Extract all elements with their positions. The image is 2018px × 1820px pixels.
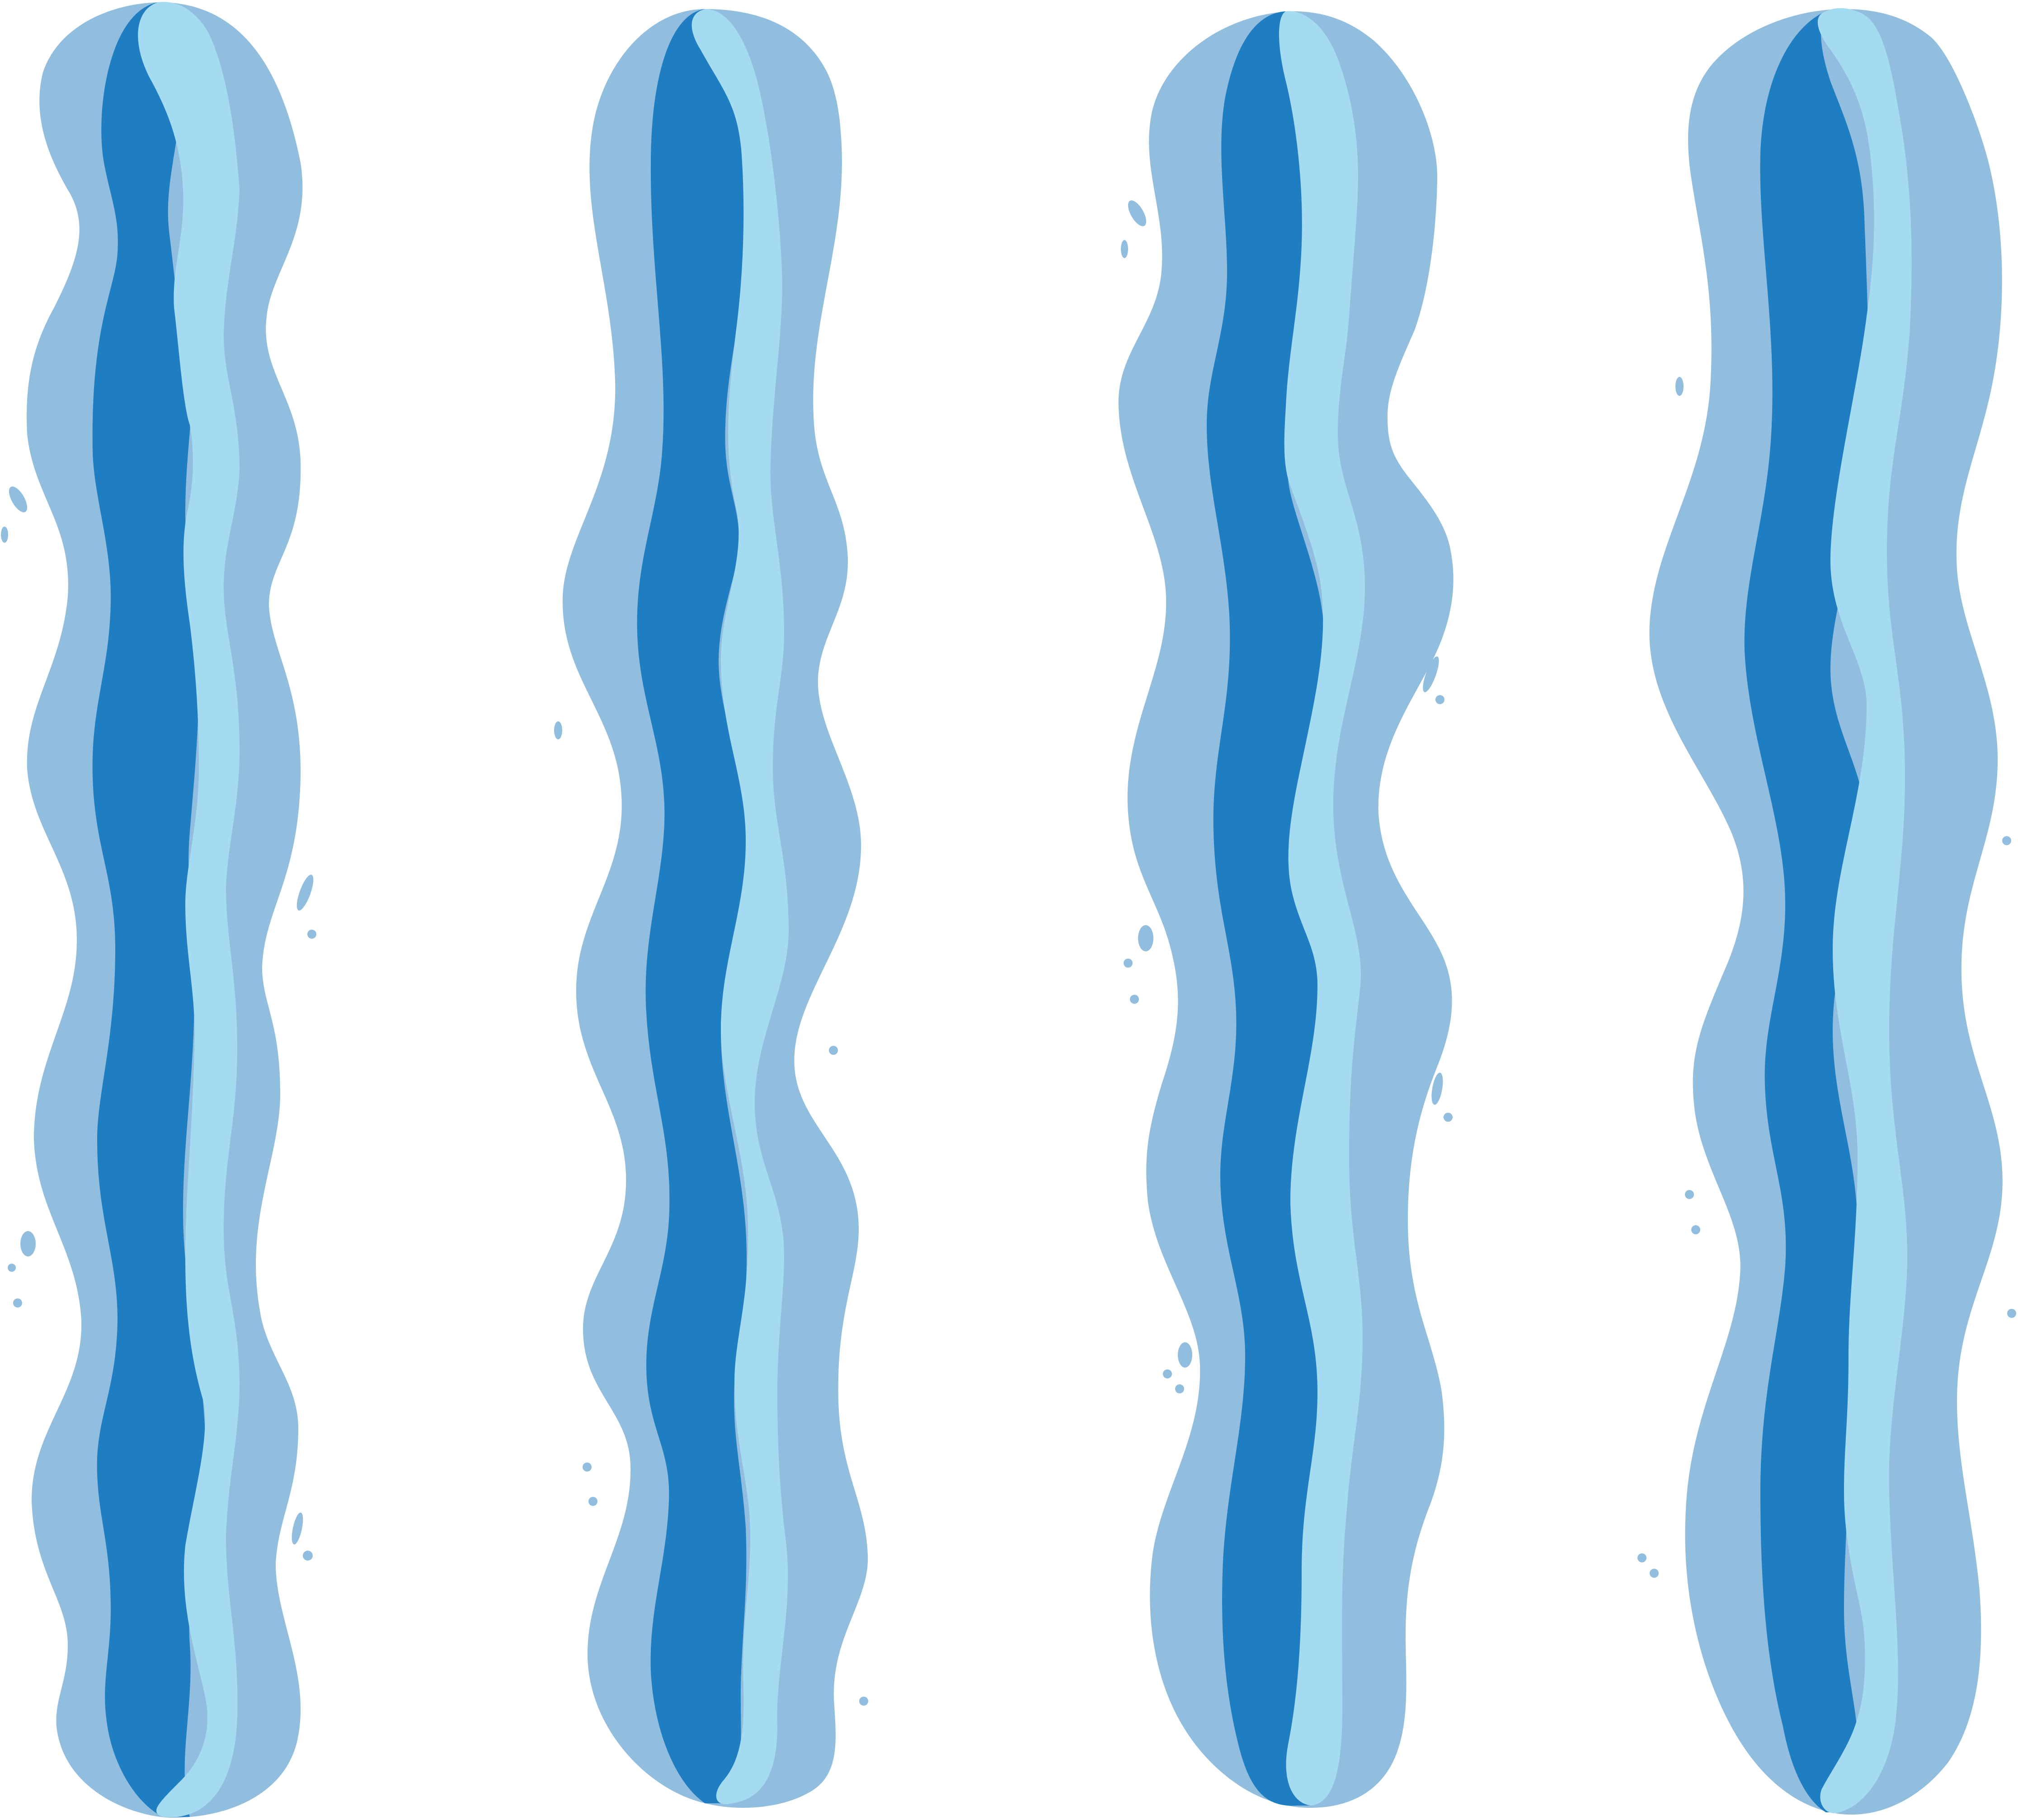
water-droplet-icon bbox=[1138, 925, 1153, 951]
water-droplet-icon bbox=[1130, 995, 1139, 1004]
water-droplet-icon bbox=[1675, 377, 1684, 396]
water-droplet-icon bbox=[829, 1046, 838, 1055]
water-droplet-icon bbox=[1691, 1225, 1700, 1234]
water-stream-icon bbox=[1649, 8, 2003, 1815]
stream-highlight-layer bbox=[691, 9, 789, 1804]
water-droplet-icon bbox=[859, 1697, 868, 1706]
water-droplet-icon bbox=[1128, 200, 1147, 226]
water-droplet-icon bbox=[1650, 1569, 1659, 1578]
water-droplet-icon bbox=[554, 721, 562, 739]
water-droplet-icon bbox=[1637, 1553, 1646, 1562]
water-stream-icon bbox=[562, 9, 868, 1808]
water-droplet-icon bbox=[583, 1463, 592, 1472]
water-droplet-icon bbox=[1435, 695, 1444, 704]
stream-highlight-layer bbox=[138, 2, 240, 1817]
droplets bbox=[1, 200, 2016, 1706]
water-droplet-icon bbox=[1685, 1190, 1694, 1199]
water-droplet-icon bbox=[1431, 1072, 1443, 1105]
water-droplet-icon bbox=[1175, 1384, 1184, 1393]
water-droplet-icon bbox=[1444, 1113, 1453, 1122]
water-droplet-icon bbox=[303, 1551, 313, 1561]
stream-core-layer bbox=[637, 9, 754, 1803]
water-droplet-icon bbox=[1423, 656, 1439, 692]
stream-core-layer bbox=[1207, 11, 1327, 1806]
stream-highlight-layer bbox=[1279, 11, 1365, 1806]
water-droplet-icon bbox=[588, 1497, 597, 1506]
water-droplet-icon bbox=[2007, 1309, 2016, 1318]
water-droplet-icon bbox=[1124, 959, 1133, 968]
water-stream-icon bbox=[1118, 11, 1454, 1808]
water-droplet-icon bbox=[307, 930, 316, 939]
water-droplet-icon bbox=[296, 875, 314, 911]
water-droplet-icon bbox=[13, 1298, 22, 1307]
water-droplet-icon bbox=[1, 527, 8, 543]
water-droplet-icon bbox=[292, 1512, 303, 1545]
water-stream-icon bbox=[27, 2, 303, 1818]
stream-core-layer bbox=[1744, 11, 1869, 1812]
water-droplet-icon bbox=[9, 486, 28, 513]
stream-highlight-layer bbox=[1817, 8, 1912, 1813]
water-droplet-icon bbox=[1163, 1369, 1172, 1378]
water-droplet-icon bbox=[1121, 240, 1128, 258]
water-droplet-icon bbox=[8, 1264, 16, 1272]
water-droplet-icon bbox=[1178, 1342, 1192, 1368]
water-droplet-icon bbox=[20, 1231, 36, 1256]
water-droplet-icon bbox=[2002, 836, 2011, 845]
stream-core-layer bbox=[92, 2, 206, 1817]
